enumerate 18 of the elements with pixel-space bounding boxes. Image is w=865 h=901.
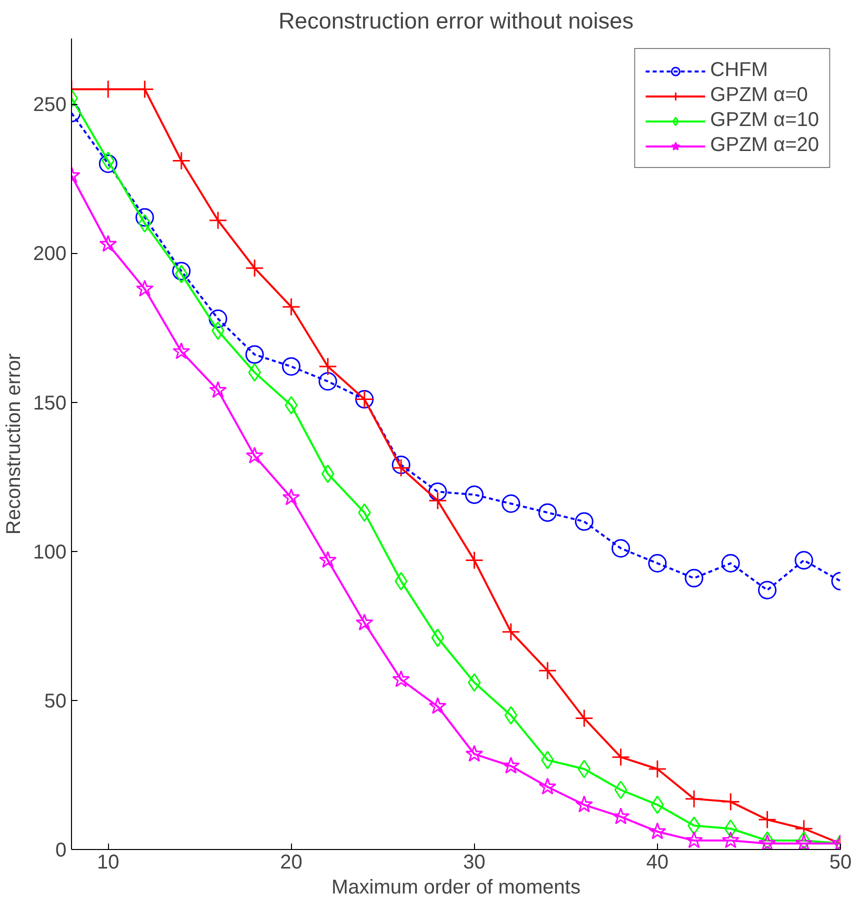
- x-axis-title: Maximum order of moments: [332, 876, 580, 898]
- legend-label: CHFM: [710, 59, 768, 82]
- y-tick-label: 50: [44, 690, 67, 712]
- legend-label: GPZM α=0: [710, 84, 808, 107]
- y-tick-label: 250: [33, 94, 67, 116]
- x-tick-label: 10: [96, 852, 120, 874]
- x-tick-label: 50: [829, 852, 852, 874]
- y-axis-title: Reconstruction error: [3, 353, 26, 535]
- y-tick-label: 200: [33, 243, 67, 266]
- y-tick-label: 150: [33, 392, 67, 414]
- x-tick-label: 40: [646, 852, 669, 874]
- y-tick-label: 100: [33, 541, 67, 564]
- x-tick-label: 20: [280, 852, 302, 874]
- legend-label: GPZM α=10: [710, 109, 819, 132]
- legend-label: GPZM α=20: [710, 134, 819, 157]
- chart-title: Reconstruction error without noises: [278, 8, 634, 34]
- y-tick-label: 0: [55, 840, 66, 862]
- x-tick-label: 30: [463, 852, 486, 874]
